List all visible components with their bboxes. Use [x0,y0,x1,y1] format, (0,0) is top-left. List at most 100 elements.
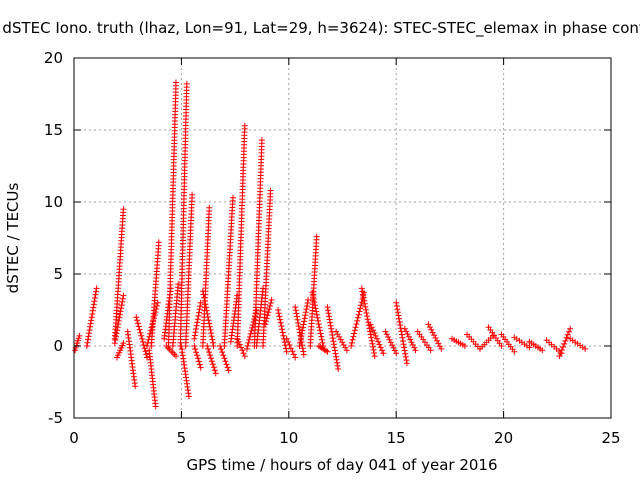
data-point-markers [309,289,327,349]
data-arc [144,299,161,349]
data-arc [485,324,505,349]
data-point-markers [262,296,275,328]
data-arc [283,335,299,361]
x-tick-label: 5 [177,429,187,447]
data-point-markers [324,304,342,372]
data-point-markers [485,324,505,349]
data-arc [260,187,274,349]
x-tick-label: 15 [387,429,406,447]
data-point-markers [253,285,266,349]
data-arc [204,343,219,377]
x-axis-label: GPS time / hours of day 041 of year 2016 [187,456,498,474]
data-point-markers [124,328,139,390]
data-arc [567,335,589,352]
data-point-markers [191,299,204,342]
y-tick-label: 0 [53,337,63,355]
y-axis-label: dSTEC / TECUs [4,182,22,293]
data-point-markers [401,325,419,354]
data-arc [333,328,350,354]
data-point-markers [114,340,127,361]
data-arc [358,285,378,360]
data-arc [182,191,196,349]
data-point-markers [296,296,312,349]
data-point-markers [111,206,127,342]
data-arc [382,328,400,357]
data-arc [146,347,159,410]
data-arc [234,335,248,360]
data-point-markers [221,194,236,349]
data-arc [133,314,150,361]
data-arc [163,343,179,360]
data-point-markers [511,334,533,351]
data-arc [526,338,546,354]
data-arc [111,292,127,347]
data-arc [498,331,518,355]
data-arc [477,332,496,352]
data-arc [425,321,445,352]
data-points [72,79,589,410]
data-point-markers [358,285,378,360]
data-arc [191,299,204,342]
x-tick-label: 25 [601,429,620,447]
data-point-markers [556,325,574,360]
data-point-markers [163,343,179,360]
y-tick-label: -5 [48,409,63,427]
y-tick-label: 10 [44,193,63,211]
y-tick-label: 20 [44,49,63,67]
data-arc [449,335,468,349]
data-point-markers [315,343,331,355]
data-arc [124,328,139,390]
y-axis-ticks: -5 0 5 10 15 20 [44,49,611,427]
data-arc [191,343,204,371]
data-arc [315,343,331,355]
data-arc [234,122,248,349]
data-point-markers [234,122,248,349]
data-point-markers [169,281,182,349]
data-point-markers [333,328,350,354]
data-arc [296,296,312,349]
data-arc [414,328,434,354]
data-point-markers [204,343,219,377]
data-point-markers [425,321,445,352]
data-point-markers [567,335,589,352]
data-point-markers [178,343,192,400]
data-arc [253,285,266,349]
data-point-markers [133,314,150,361]
data-arc [556,325,574,360]
data-point-markers [111,292,127,347]
data-point-markers [283,335,299,361]
x-tick-label: 0 [69,429,79,447]
x-tick-label: 10 [279,429,298,447]
data-point-markers [382,328,400,357]
data-arc [169,281,182,349]
data-point-markers [199,288,217,349]
data-arc [83,285,100,349]
data-arc [262,296,275,328]
data-arc [309,289,327,349]
data-point-markers [217,343,232,374]
data-point-markers [393,299,410,367]
x-tick-label: 20 [494,429,513,447]
data-arc [114,340,127,361]
data-point-markers [367,321,387,357]
y-tick-label: 15 [44,121,63,139]
data-arc [511,334,533,351]
data-point-markers [526,338,546,354]
data-arc [401,325,419,354]
data-point-markers [477,332,496,352]
data-point-markers [144,299,161,349]
data-arc [111,206,127,342]
data-arc [221,194,236,349]
data-arc [199,288,217,349]
chart-title: dSTEC Iono. truth (lhaz, Lon=91, Lat=29,… [2,19,640,38]
data-arc [324,304,342,372]
grid [74,58,611,418]
data-point-markers [182,191,196,349]
data-point-markers [83,285,100,349]
data-arc [178,343,192,400]
y-tick-label: 5 [53,265,63,283]
data-point-markers [191,343,204,371]
data-arc [367,321,387,357]
